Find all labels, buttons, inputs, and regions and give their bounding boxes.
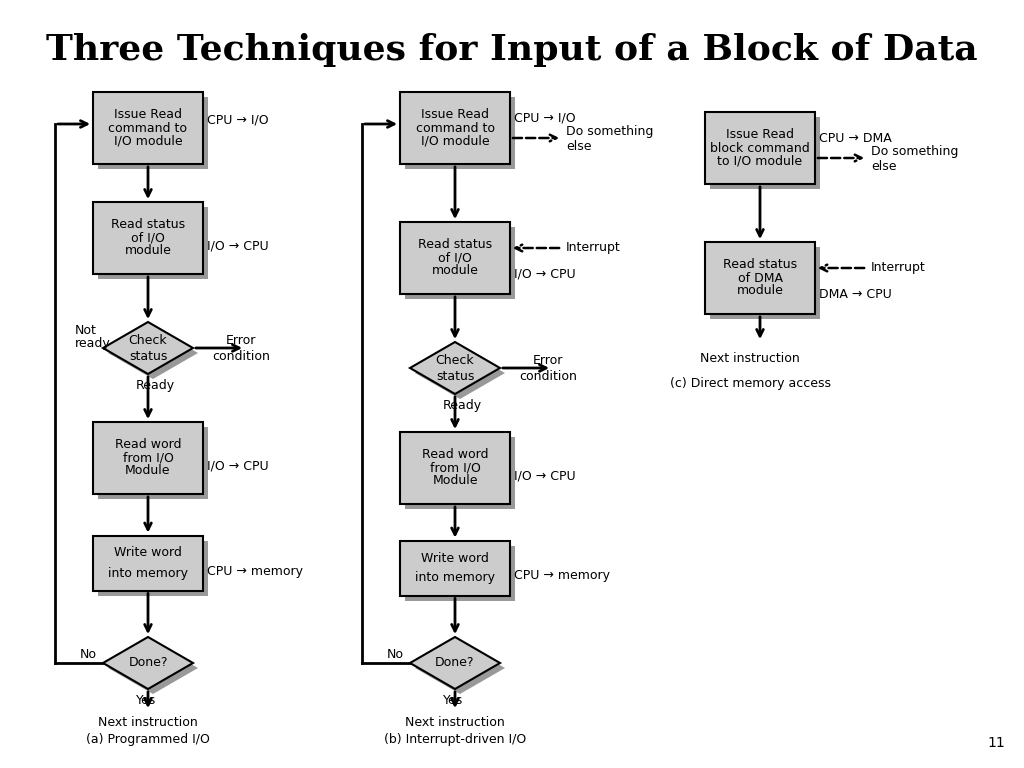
Text: CPU → DMA: CPU → DMA [819,131,892,144]
Polygon shape [415,642,505,694]
Bar [406,437,515,509]
Text: I/O → CPU: I/O → CPU [207,240,268,253]
Bar [406,227,515,299]
Text: Done?: Done? [128,657,168,670]
Bar [98,541,208,595]
Bar [93,535,203,591]
Text: I/O → CPU: I/O → CPU [514,469,575,482]
Polygon shape [103,322,193,374]
Text: Check: Check [129,333,167,346]
Bar [93,202,203,274]
Text: (c) Direct memory access: (c) Direct memory access [670,378,830,390]
Bar [93,92,203,164]
Polygon shape [103,637,193,689]
Text: command to: command to [416,121,495,134]
Text: else: else [566,140,592,153]
Text: Check: Check [435,353,474,366]
Bar [406,97,515,169]
Text: of I/O: of I/O [131,231,165,244]
Text: ready: ready [75,337,111,350]
Text: I/O → CPU: I/O → CPU [514,267,575,280]
Bar [98,97,208,169]
Bar [400,92,510,164]
Text: Three Techniques for Input of a Block of Data: Three Techniques for Input of a Block of… [46,33,978,67]
Text: Read word: Read word [115,439,181,452]
Text: from I/O: from I/O [123,452,173,465]
Text: Read status: Read status [418,239,493,251]
Text: Module: Module [432,475,478,488]
Bar [400,222,510,294]
Polygon shape [410,637,500,689]
Text: of DMA: of DMA [737,272,782,284]
Text: I/O module: I/O module [421,134,489,147]
Text: Error: Error [532,353,563,366]
Text: No: No [80,648,97,661]
Text: DMA → CPU: DMA → CPU [819,287,892,300]
Text: I/O → CPU: I/O → CPU [207,459,268,472]
Text: Next instruction: Next instruction [700,352,800,365]
Polygon shape [415,347,505,399]
Polygon shape [410,342,500,394]
Bar [705,242,815,314]
Text: I/O module: I/O module [114,134,182,147]
Text: module: module [736,284,783,297]
Text: else: else [871,160,896,173]
Bar [98,207,208,279]
Text: Do something: Do something [871,145,958,158]
Text: Read status: Read status [111,219,185,231]
Text: Not: Not [75,323,97,336]
Bar [98,427,208,499]
Text: (a) Programmed I/O: (a) Programmed I/O [86,733,210,746]
Bar [710,247,820,319]
Text: status: status [436,369,474,382]
Polygon shape [108,642,198,694]
Text: CPU → memory: CPU → memory [514,570,610,582]
Text: Ready: Ready [443,399,482,412]
Text: Error: Error [226,333,256,346]
Text: Yes: Yes [136,694,157,707]
Bar [406,545,515,601]
Text: CPU → memory: CPU → memory [207,564,303,578]
Text: Issue Read: Issue Read [114,108,182,121]
Text: Issue Read: Issue Read [421,108,489,121]
Text: into memory: into memory [108,567,188,580]
Text: (b) Interrupt-driven I/O: (b) Interrupt-driven I/O [384,733,526,746]
Bar [705,112,815,184]
Text: of I/O: of I/O [438,251,472,264]
Text: command to: command to [109,121,187,134]
Text: Write word: Write word [421,551,488,564]
Text: Issue Read: Issue Read [726,128,794,141]
Text: Yes: Yes [443,694,463,707]
Text: block command: block command [710,141,810,154]
Text: Next instruction: Next instruction [98,717,198,730]
Text: CPU → I/O: CPU → I/O [514,111,575,124]
Bar [400,432,510,504]
Text: Read word: Read word [422,449,488,462]
Text: Read status: Read status [723,259,797,272]
Text: from I/O: from I/O [429,462,480,475]
Text: Done?: Done? [435,657,475,670]
Text: condition: condition [212,349,270,362]
Text: CPU → I/O: CPU → I/O [207,114,268,127]
Text: Ready: Ready [136,379,175,392]
Text: 11: 11 [987,736,1005,750]
Text: Interrupt: Interrupt [566,241,621,254]
Text: Interrupt: Interrupt [871,261,926,274]
Text: into memory: into memory [415,571,495,584]
Text: module: module [125,244,171,257]
Text: Write word: Write word [114,547,182,560]
Bar [93,422,203,494]
Text: Module: Module [125,465,171,478]
Text: Do something: Do something [566,125,653,138]
Polygon shape [108,327,198,379]
Bar [400,541,510,595]
Bar [710,117,820,189]
Text: condition: condition [519,369,577,382]
Text: to I/O module: to I/O module [718,154,803,167]
Text: No: No [387,648,404,661]
Text: module: module [431,264,478,277]
Text: status: status [129,349,167,362]
Text: Next instruction: Next instruction [406,717,505,730]
